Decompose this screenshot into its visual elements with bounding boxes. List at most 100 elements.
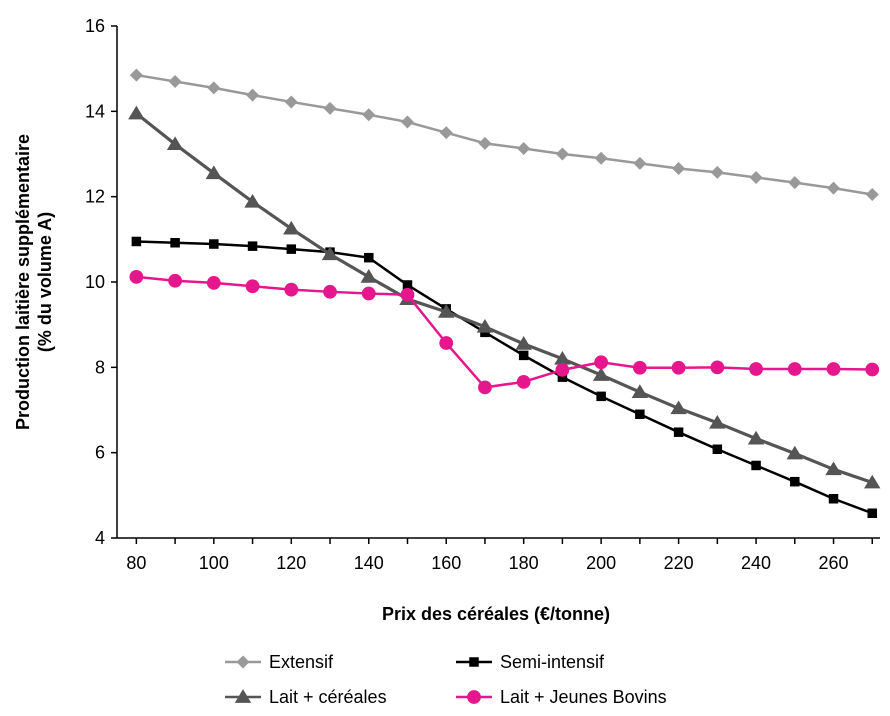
data-point [865, 362, 880, 377]
series-semi-intensif [131, 236, 878, 519]
y-axis-title-line-1: Production laitière supplémentaire [13, 134, 33, 430]
x-tick-label: 200 [586, 553, 616, 573]
data-point [749, 362, 763, 376]
legend-item: Lait + céréales [225, 687, 387, 707]
data-point [284, 95, 298, 109]
legend-label: Extensif [269, 652, 334, 672]
data-point [749, 170, 763, 184]
data-point [672, 162, 686, 176]
y-tick-label: 8 [95, 357, 105, 377]
data-point [788, 176, 802, 190]
data-point [168, 74, 182, 88]
x-tick-label: 120 [276, 553, 306, 573]
legend-item: Lait + Jeunes Bovins [456, 687, 667, 707]
x-tick-label: 180 [509, 553, 539, 573]
data-point [864, 474, 881, 489]
series-extensif [129, 68, 879, 202]
legend-marker [234, 689, 252, 703]
data-point [592, 367, 610, 381]
data-point [518, 350, 529, 361]
x-tick-label: 220 [664, 553, 694, 573]
data-point [478, 380, 492, 395]
data-point [554, 350, 571, 365]
series-line [136, 73, 873, 196]
data-point [168, 273, 182, 288]
y-tick-label: 4 [95, 528, 105, 548]
data-point [246, 88, 260, 102]
legend: Extensif Semi-intensif Lait + céréales Lait… [225, 652, 667, 707]
series-line [135, 112, 873, 485]
data-point [555, 147, 569, 161]
x-tick-label: 140 [354, 553, 384, 573]
legend-label: Semi-intensif [500, 652, 605, 672]
x-axis-title: Prix des céréales (€/tonne) [382, 604, 610, 624]
legend-marker [467, 690, 481, 704]
data-point [596, 391, 606, 402]
x-tick-label: 240 [741, 553, 771, 573]
data-point [321, 246, 339, 261]
data-point [476, 318, 494, 333]
x-tick-label: 100 [199, 553, 229, 573]
data-point [360, 269, 377, 283]
legend-marker [469, 657, 479, 667]
x-tick-label: 160 [431, 553, 461, 573]
data-point [323, 101, 337, 115]
y-tick-label: 6 [95, 443, 105, 463]
data-point [402, 280, 413, 290]
data-point [709, 414, 726, 429]
data-point [555, 363, 570, 377]
data-point [128, 105, 145, 120]
data-point [244, 193, 261, 208]
legend-label: Lait + céréales [269, 687, 387, 707]
y-axis-title: Production laitière supplémentaire (% du… [13, 134, 55, 430]
y-tick-label: 12 [85, 187, 105, 207]
series-lait-jeunes-bovins [129, 269, 880, 395]
data-point [747, 430, 765, 445]
data-point [209, 239, 219, 249]
data-point [515, 336, 532, 350]
legend-item: Extensif [225, 652, 334, 672]
data-point [170, 237, 180, 248]
data-point [245, 279, 260, 294]
data-point [205, 165, 223, 180]
data-point [631, 384, 649, 398]
data-point [439, 336, 454, 350]
data-point [670, 400, 687, 415]
data-point [827, 181, 841, 195]
y-axis-title-line-2: (% du volume A) [35, 212, 55, 352]
data-point [673, 427, 684, 437]
data-point [284, 282, 299, 297]
tick-labels: 4 6 8 10 12 14 16 80 100 120 140 160 180 200 220 240 260 [85, 16, 849, 573]
x-tick-label: 80 [126, 553, 146, 573]
data-point [207, 81, 221, 95]
data-point [826, 362, 841, 376]
data-point [557, 372, 568, 382]
data-point [206, 275, 221, 290]
data-point [671, 360, 686, 375]
legend-label: Lait + Jeunes Bovins [500, 687, 667, 707]
data-point [478, 136, 492, 150]
legend-marker [236, 655, 250, 669]
data-point [517, 141, 531, 155]
data-point [362, 108, 376, 122]
data-point [439, 126, 453, 140]
data-point [865, 188, 879, 202]
data-point [594, 151, 608, 165]
data-point [710, 165, 724, 179]
data-point [790, 476, 800, 487]
data-point [361, 286, 376, 301]
data-point [247, 241, 258, 251]
data-point [867, 508, 878, 519]
data-point [632, 360, 647, 375]
data-point [364, 252, 374, 263]
data-point [131, 236, 142, 247]
data-point [323, 284, 337, 299]
data-point [129, 68, 143, 82]
data-point [786, 445, 804, 460]
y-tick-label: 10 [85, 272, 105, 292]
plot-axes [111, 25, 880, 544]
data-point [166, 136, 184, 151]
plot-series [128, 68, 881, 519]
